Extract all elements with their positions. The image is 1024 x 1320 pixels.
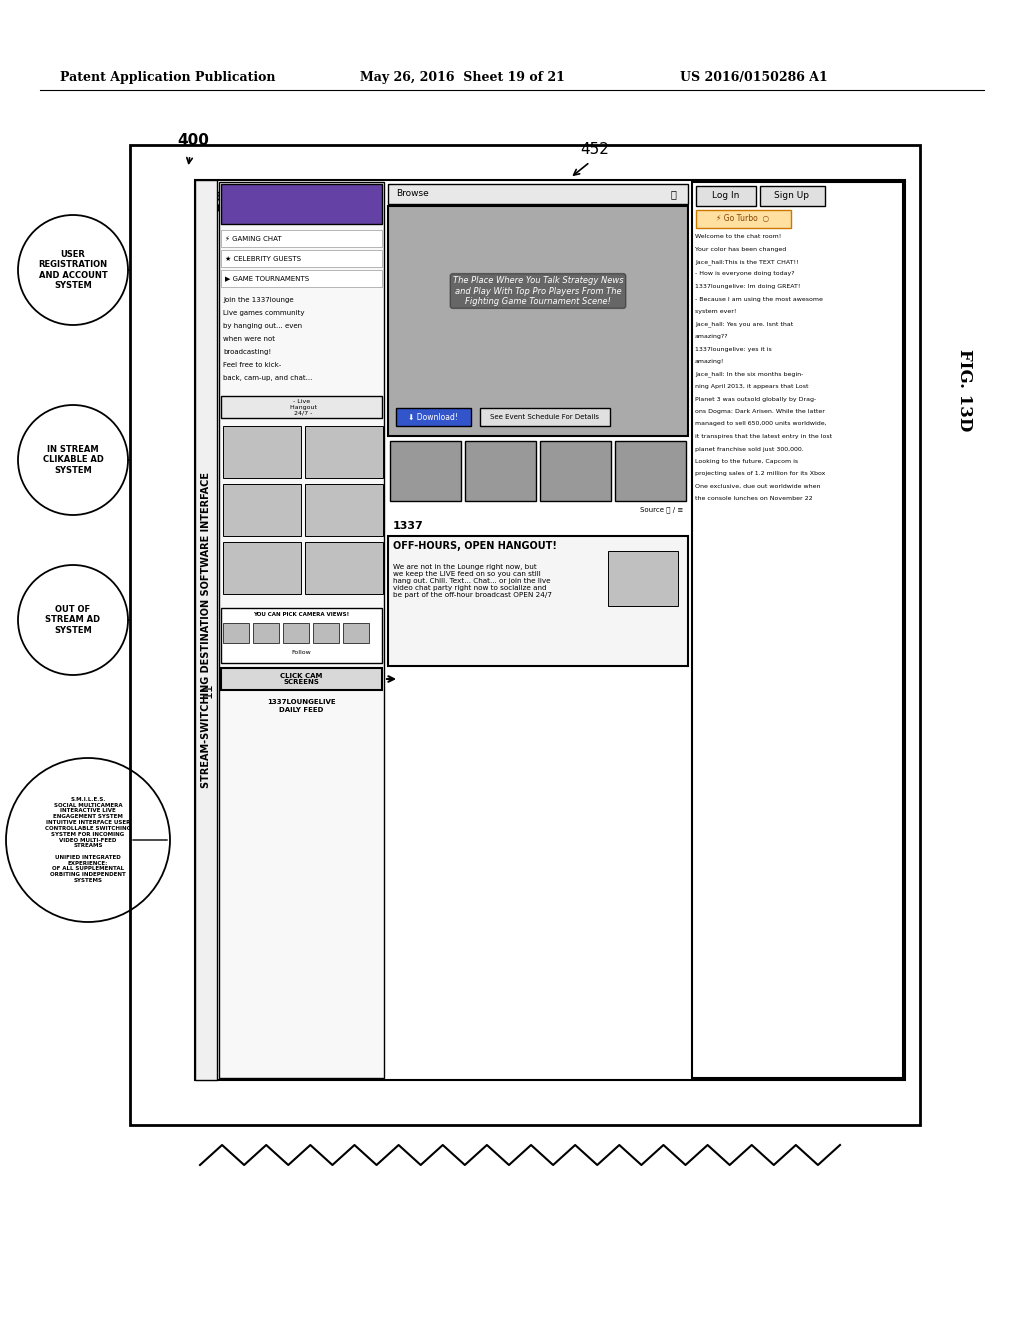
Text: Source 🔖 / ≡: Source 🔖 / ≡ xyxy=(640,506,683,512)
Text: system ever!: system ever! xyxy=(695,309,736,314)
Text: back, cam-up, and chat...: back, cam-up, and chat... xyxy=(223,375,312,381)
Text: Browse: Browse xyxy=(396,190,429,198)
Bar xyxy=(396,408,471,426)
Text: ▶ GAME TOURNAMENTS: ▶ GAME TOURNAMENTS xyxy=(225,276,309,281)
Bar xyxy=(221,396,382,418)
Bar xyxy=(692,182,903,1078)
Bar xyxy=(195,180,905,1080)
Bar xyxy=(388,183,688,205)
Text: Jace_hall: Yes you are. Isnt that: Jace_hall: Yes you are. Isnt that xyxy=(695,322,794,327)
Text: managed to sell 650,000 units worldwide,: managed to sell 650,000 units worldwide, xyxy=(695,421,826,426)
Bar xyxy=(480,408,610,426)
Bar xyxy=(760,186,825,206)
Text: Sign Up: Sign Up xyxy=(774,191,810,201)
Bar xyxy=(465,441,536,502)
Text: ning April 2013, it appears that Lost: ning April 2013, it appears that Lost xyxy=(695,384,809,389)
Bar xyxy=(305,484,383,536)
Bar xyxy=(223,426,301,478)
Text: ⚡ GAMING CHAT: ⚡ GAMING CHAT xyxy=(225,235,282,242)
Text: 1337loungelive: Im doing GREAT!: 1337loungelive: Im doing GREAT! xyxy=(695,284,801,289)
Text: 1337: 1337 xyxy=(393,521,424,531)
Text: May 26, 2016  Sheet 19 of 21: May 26, 2016 Sheet 19 of 21 xyxy=(360,71,565,84)
Bar xyxy=(696,186,756,206)
Bar xyxy=(195,180,217,1080)
Bar xyxy=(305,543,383,594)
Text: amazing??: amazing?? xyxy=(695,334,729,339)
Text: OUT OF
STREAM AD
SYSTEM: OUT OF STREAM AD SYSTEM xyxy=(45,605,100,635)
Text: ★ CELEBRITY GUESTS: ★ CELEBRITY GUESTS xyxy=(225,256,301,261)
Bar xyxy=(253,623,279,643)
Text: when were not: when were not xyxy=(223,337,275,342)
Text: Join the 1337lounge: Join the 1337lounge xyxy=(223,297,294,304)
Text: ons Dogma: Dark Arisen. While the latter: ons Dogma: Dark Arisen. While the latter xyxy=(695,409,825,414)
Text: 🔍: 🔍 xyxy=(670,189,676,199)
Bar xyxy=(608,550,678,606)
Text: ⬇ Download!: ⬇ Download! xyxy=(408,412,458,421)
Text: Jace_hall: In the six months begin-: Jace_hall: In the six months begin- xyxy=(695,371,804,378)
Bar xyxy=(283,623,309,643)
Bar xyxy=(343,623,369,643)
Text: amazing!: amazing! xyxy=(695,359,725,364)
Text: S.M.I.L.E.S.
SOCIAL MULTICAMERA
INTERACTIVE LIVE
ENGAGEMENT SYSTEM
INTUITIVE INT: S.M.I.L.E.S. SOCIAL MULTICAMERA INTERACT… xyxy=(45,797,131,883)
Text: IN STREAM
CLIKABLE AD
SYSTEM: IN STREAM CLIKABLE AD SYSTEM xyxy=(43,445,103,475)
Bar xyxy=(221,230,382,247)
Text: Patent Application Publication: Patent Application Publication xyxy=(60,71,275,84)
Bar xyxy=(130,145,920,1125)
Text: projecting sales of 1.2 million for its Xbox: projecting sales of 1.2 million for its … xyxy=(695,471,825,477)
Text: Looking to the future, Capcom is: Looking to the future, Capcom is xyxy=(695,459,798,465)
Bar xyxy=(388,536,688,667)
Bar xyxy=(219,182,384,1078)
Text: Live games community: Live games community xyxy=(223,310,304,315)
Text: The Place Where You Talk Strategy News
and Play With Top Pro Players From The
Fi: The Place Where You Talk Strategy News a… xyxy=(453,276,624,306)
Bar xyxy=(223,623,249,643)
Text: 460: 460 xyxy=(207,190,233,205)
Text: YOU CAN PICK CAMERA VIEWS!: YOU CAN PICK CAMERA VIEWS! xyxy=(253,612,349,618)
Bar xyxy=(223,484,301,536)
Text: 400: 400 xyxy=(177,133,209,148)
Bar xyxy=(223,543,301,594)
Text: STREAM-SWITCHING DESTINATION SOFTWARE INTERFACE: STREAM-SWITCHING DESTINATION SOFTWARE IN… xyxy=(201,473,211,788)
Text: CLICK CAM
SCREENS: CLICK CAM SCREENS xyxy=(281,672,323,685)
Text: - Live
  Hangout
  24/7 -: - Live Hangout 24/7 - xyxy=(286,399,317,416)
Text: USER
REGISTRATION
AND ACCOUNT
SYSTEM: USER REGISTRATION AND ACCOUNT SYSTEM xyxy=(39,249,108,290)
Text: 1337LOUNGELIVE
DAILY FEED: 1337LOUNGELIVE DAILY FEED xyxy=(267,700,336,713)
Text: it transpires that the latest entry in the lost: it transpires that the latest entry in t… xyxy=(695,434,833,440)
Text: by hanging out... even: by hanging out... even xyxy=(223,323,302,329)
Bar xyxy=(615,441,686,502)
Text: OFF-HOURS, OPEN HANGOUT!: OFF-HOURS, OPEN HANGOUT! xyxy=(393,541,557,550)
Text: Jace_hall:This is the TEXT CHAT!!: Jace_hall:This is the TEXT CHAT!! xyxy=(695,259,799,265)
Text: - Because I am using the most awesome: - Because I am using the most awesome xyxy=(695,297,823,301)
Text: Planet 3 was outsold globally by Drag-: Planet 3 was outsold globally by Drag- xyxy=(695,396,816,401)
Bar xyxy=(221,609,382,663)
Bar xyxy=(313,623,339,643)
Bar xyxy=(221,668,382,690)
Text: Feel free to kick-: Feel free to kick- xyxy=(223,362,282,368)
Bar xyxy=(221,183,382,224)
Text: We are not in the Lounge right now, but
we keep the LIVE feed on so you can stil: We are not in the Lounge right now, but … xyxy=(393,564,552,598)
Text: Welcome to the chat room!: Welcome to the chat room! xyxy=(695,234,781,239)
Text: US 2016/0150286 A1: US 2016/0150286 A1 xyxy=(680,71,827,84)
Text: Your color has been changed: Your color has been changed xyxy=(695,247,786,252)
Bar xyxy=(388,206,688,436)
Text: 452: 452 xyxy=(581,143,609,157)
Bar xyxy=(390,441,461,502)
Text: FIG. 13D: FIG. 13D xyxy=(956,348,974,432)
Text: 11: 11 xyxy=(202,682,214,698)
Text: Follow: Follow xyxy=(292,649,311,655)
Text: twitch: twitch xyxy=(269,195,333,213)
Text: Log In: Log In xyxy=(713,191,739,201)
Bar xyxy=(221,249,382,267)
Bar xyxy=(221,271,382,286)
Text: planet franchise sold just 300,000.: planet franchise sold just 300,000. xyxy=(695,446,804,451)
Bar xyxy=(540,441,611,502)
Text: 1337loungelive: yes it is: 1337loungelive: yes it is xyxy=(695,346,772,351)
Text: - How is everyone doing today?: - How is everyone doing today? xyxy=(695,272,795,276)
Text: the console lunches on November 22: the console lunches on November 22 xyxy=(695,496,813,502)
Bar xyxy=(696,210,791,228)
Text: broadcasting!: broadcasting! xyxy=(223,348,271,355)
Text: ⚡ Go Turbo  ○: ⚡ Go Turbo ○ xyxy=(717,214,770,223)
Text: See Event Schedule For Details: See Event Schedule For Details xyxy=(490,414,599,420)
Bar xyxy=(305,426,383,478)
Text: One exclusive, due out worldwide when: One exclusive, due out worldwide when xyxy=(695,484,820,488)
